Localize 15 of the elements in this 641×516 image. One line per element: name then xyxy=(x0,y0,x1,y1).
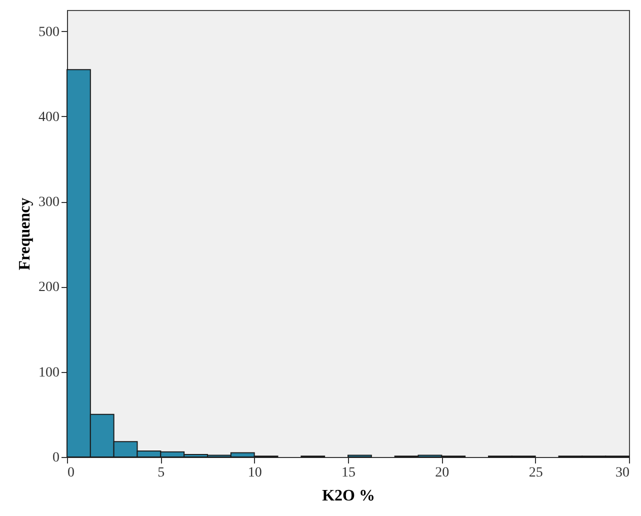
y-tick-label: 400 xyxy=(38,110,60,125)
x-tick-label: 30 xyxy=(616,466,630,480)
y-tick-label: 200 xyxy=(38,280,60,296)
x-tick-label: 25 xyxy=(528,466,543,480)
x-axis-title: K2O % xyxy=(322,488,375,504)
x-tick-label: 5 xyxy=(158,466,165,480)
y-tick-label: 100 xyxy=(38,365,60,380)
x-tick-label: 15 xyxy=(342,466,356,480)
y-tick-label: 0 xyxy=(52,450,60,466)
x-tick-label: 20 xyxy=(435,466,450,480)
x-tick-label: 0 xyxy=(68,466,74,480)
y-tick-label: 500 xyxy=(38,24,60,40)
x-tick-label: 10 xyxy=(248,466,262,480)
y-axis-title: Frequency xyxy=(16,198,34,270)
y-tick-label: 300 xyxy=(38,195,60,210)
